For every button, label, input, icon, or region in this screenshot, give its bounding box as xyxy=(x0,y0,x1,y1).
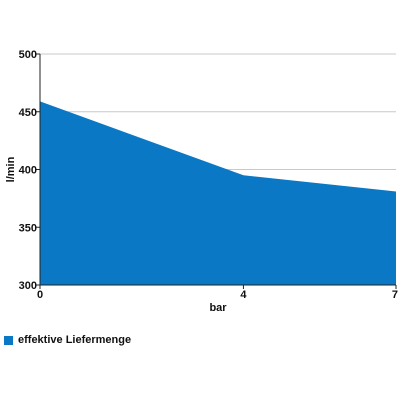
x-tick-labels: 0 4 7 xyxy=(37,289,398,301)
y-tick-label-300: 300 xyxy=(19,280,37,292)
legend-label: effektive Liefermenge xyxy=(18,334,132,346)
series-area-0 xyxy=(40,101,396,285)
legend-swatch xyxy=(4,335,13,345)
y-tick-label-500: 500 xyxy=(19,49,37,61)
x-axis-title: bar xyxy=(209,302,227,314)
y-axis-title: l/min xyxy=(5,156,17,182)
x-tick-label-7: 7 xyxy=(392,289,398,301)
x-tick-label-4: 4 xyxy=(240,289,247,301)
y-tick-label-450: 450 xyxy=(19,107,37,119)
y-tick-labels: 300 350 400 450 500 xyxy=(19,49,37,292)
y-tick-label-400: 400 xyxy=(19,165,37,177)
series-areas xyxy=(39,101,397,285)
x-tick-label-0: 0 xyxy=(37,289,43,301)
legend: effektive Liefermenge xyxy=(4,334,131,346)
axes xyxy=(36,53,397,289)
y-tick-label-350: 350 xyxy=(19,222,37,234)
